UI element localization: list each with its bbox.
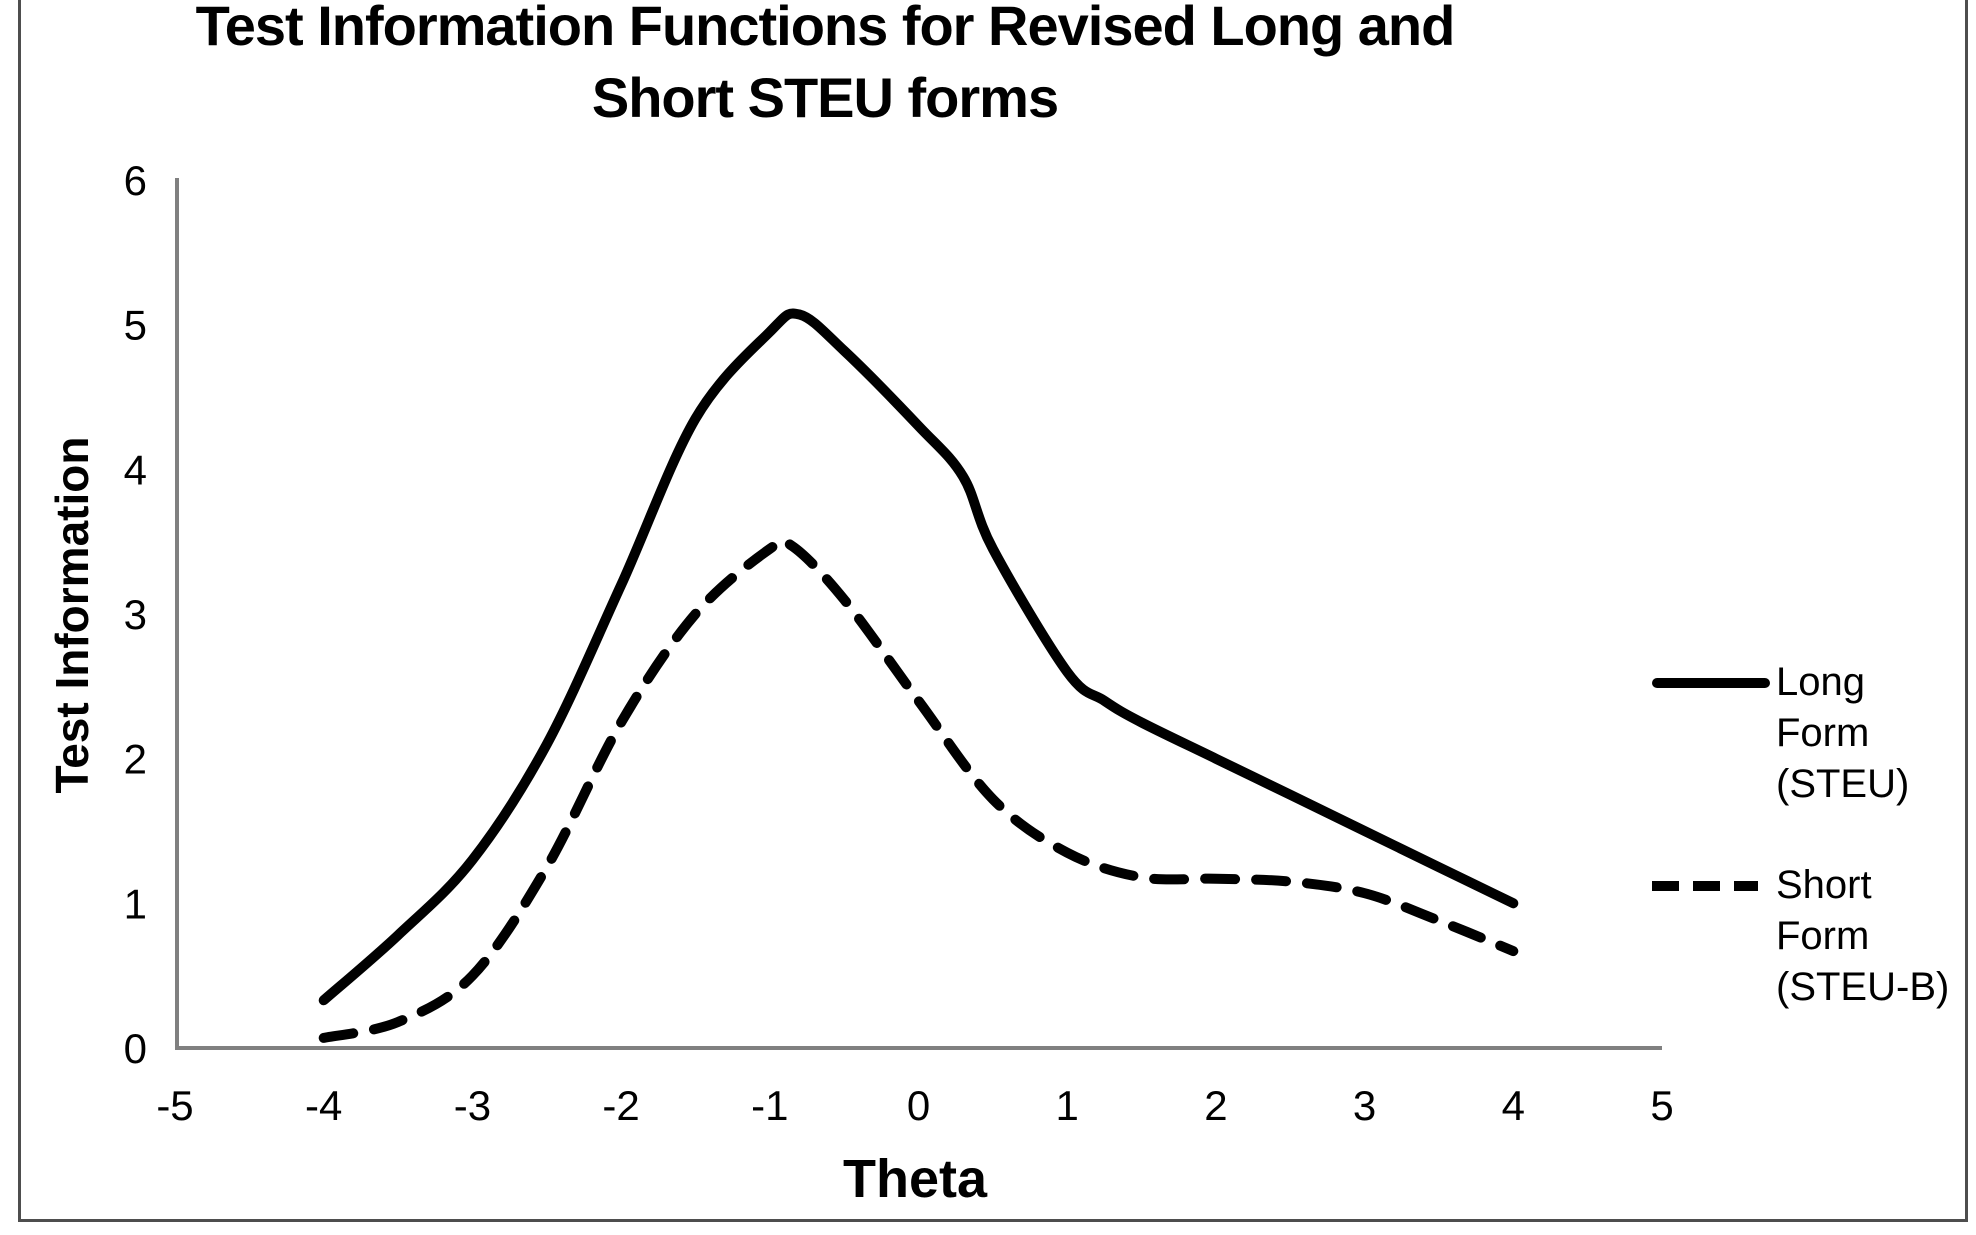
- legend-label-long-form: Long Form (STEU): [1776, 657, 1909, 810]
- legend-label-line: Form: [1776, 711, 1870, 755]
- series-short-form-steu-b--line: [318, 535, 1519, 1043]
- y-tick-label: 3: [124, 591, 147, 638]
- x-tick-label: -4: [305, 1082, 342, 1129]
- x-tick-label: 0: [907, 1082, 930, 1129]
- x-tick-label: 3: [1353, 1082, 1376, 1129]
- y-tick-label: 5: [124, 302, 147, 349]
- x-tick-label: -5: [156, 1082, 193, 1129]
- chart-title-line1: Test Information Functions for Revised L…: [195, 0, 1456, 57]
- y-tick-label: 1: [124, 880, 147, 927]
- y-tick-label: 6: [124, 157, 147, 204]
- x-tick-label: 2: [1204, 1082, 1227, 1129]
- legend-label-line: Form: [1776, 914, 1870, 958]
- legend-label-line: Short: [1776, 863, 1872, 907]
- legend-label-short-form: Short Form (STEU-B): [1776, 860, 1949, 1013]
- legend-marker-box: [1652, 657, 1776, 688]
- legend-marker-box: [1652, 860, 1776, 891]
- y-tick-label: 0: [124, 1025, 147, 1072]
- x-axis-title: Theta: [842, 1149, 988, 1209]
- x-tick-label: 1: [1056, 1082, 1079, 1129]
- legend-item-long-form[interactable]: Long Form (STEU): [1652, 657, 1909, 810]
- x-tick-label: -1: [751, 1082, 788, 1129]
- legend-item-short-form[interactable]: Short Form (STEU-B): [1652, 860, 1949, 1013]
- dashed-line-icon: [1652, 881, 1758, 891]
- x-tick-label: -3: [454, 1082, 491, 1129]
- legend-label-line: (STEU-B): [1776, 965, 1950, 1009]
- chart-title-line2: Short STEU forms: [591, 66, 1059, 129]
- y-tick-label: 2: [124, 736, 147, 783]
- x-tick-label: 4: [1502, 1082, 1525, 1129]
- chart-title: Test Information Functions for Revised L…: [0, 0, 1650, 134]
- legend-label-line: Long: [1776, 660, 1865, 704]
- legend-label-line: (STEU): [1776, 762, 1910, 806]
- x-tick-label: -2: [602, 1082, 639, 1129]
- series-long-form-steu--line: [318, 308, 1519, 1006]
- x-tick-label: 5: [1650, 1082, 1673, 1129]
- solid-line-icon: [1652, 678, 1770, 688]
- y-tick-label: 4: [124, 446, 147, 493]
